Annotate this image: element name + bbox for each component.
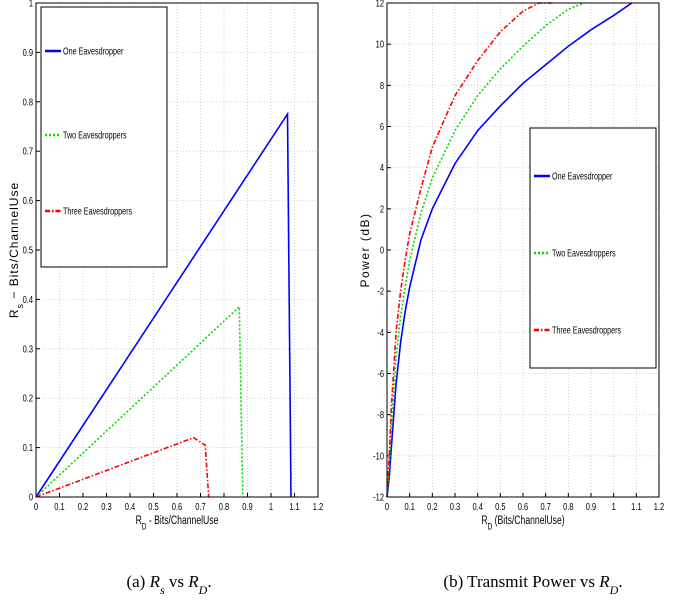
x-tick-label: 1.1 xyxy=(289,501,299,512)
y-tick-label: 1 xyxy=(29,0,33,9)
x-tick-label: 0.2 xyxy=(78,501,88,512)
x-tick-label: 0.1 xyxy=(404,501,414,512)
legend-box xyxy=(40,6,168,268)
series-line-two-eavesdroppers xyxy=(35,304,244,498)
chart-power-vs-rd: 0 0.1 0.2 0.3 0.4 0.5 0.6 0.7 0.8 0.9 1 1.1 1.2 -12 -1… xyxy=(358,0,664,597)
series-line-three-eavesdroppers xyxy=(386,2,553,498)
legend-box xyxy=(529,127,657,369)
legend-label: One Eavesdropper xyxy=(63,45,123,56)
y-tick-label: 0.6 xyxy=(23,195,33,206)
x-tick-label: 0.5 xyxy=(148,501,158,512)
x-tick-label: 1 xyxy=(612,501,616,512)
legend-label: Two Eavesdroppers xyxy=(63,129,127,140)
x-axis-label: RD - Bits/ChannelUse xyxy=(136,515,219,532)
y-tick-label: 8 xyxy=(380,80,384,91)
x-tick-label: 1.2 xyxy=(654,501,664,512)
plot-frame xyxy=(35,2,319,498)
y-tick-label: -4 xyxy=(377,327,384,338)
x-tick-label: 0 xyxy=(34,501,38,512)
y-tick-label: 6 xyxy=(380,121,384,132)
legend-label: One Eavesdropper xyxy=(552,170,612,181)
x-tick-label: 0.1 xyxy=(54,501,64,512)
y-tick-label: 10 xyxy=(376,39,384,50)
y-tick-label: 4 xyxy=(380,162,384,173)
legend-label: Three Eavesdroppers xyxy=(63,205,133,216)
x-tick-label: 0 xyxy=(385,501,389,512)
series-line-three-eavesdroppers xyxy=(35,436,210,498)
y-tick-label: 0.9 xyxy=(23,47,33,58)
y-tick-label: -2 xyxy=(377,286,384,297)
x-tick-label: 0.2 xyxy=(427,501,437,512)
y-tick-label: 0.2 xyxy=(23,393,33,404)
x-tick-label: 0.7 xyxy=(195,501,205,512)
x-tick-label: 0.5 xyxy=(495,501,505,512)
y-tick-label: 0.5 xyxy=(23,244,33,255)
figure-caption: (b) Transmit Power vs RD. xyxy=(443,572,622,597)
y-tick-label: 0 xyxy=(29,491,33,502)
y-tick-label: 2 xyxy=(380,203,384,214)
x-axis-label: RD (Bits/ChannelUse) xyxy=(481,515,564,532)
x-tick-label: 0.8 xyxy=(563,501,573,512)
x-tick-label: 0.7 xyxy=(540,501,550,512)
y-tick-label: 0 xyxy=(380,244,384,255)
y-tick-label: -10 xyxy=(373,450,384,461)
plot-frame xyxy=(386,2,660,498)
y-tick-label: 0.8 xyxy=(23,96,33,107)
series-line-one-eavesdropper xyxy=(386,2,633,498)
y-tick-label: 0.3 xyxy=(23,343,33,354)
x-tick-label: 0.4 xyxy=(472,501,482,512)
y-tick-label: 0.7 xyxy=(23,146,33,157)
x-tick-label: 0.9 xyxy=(242,501,252,512)
legend-label: Three Eavesdroppers xyxy=(552,324,622,335)
y-tick-label: -8 xyxy=(377,409,384,420)
y-tick-label: 12 xyxy=(376,0,384,9)
x-tick-label: 1.1 xyxy=(631,501,641,512)
x-tick-label: 0.6 xyxy=(172,501,182,512)
y-tick-label: -12 xyxy=(373,491,384,502)
figure-caption: (a) Rs vs RD. xyxy=(126,572,211,597)
legend-label: Two Eavesdroppers xyxy=(552,247,616,258)
chart-rs-vs-rd: 0 0.1 0.2 0.3 0.4 0.5 0.6 0.7 0.8 0.9 1 1.1 1.2 0 0.1 0… xyxy=(7,0,323,597)
y-tick-label: 0.4 xyxy=(23,294,33,305)
y-axis-label: Power (dB) xyxy=(358,212,372,287)
x-tick-label: 1 xyxy=(269,501,273,512)
y-axis-label: Rs − Bits/ChannelUse xyxy=(7,182,25,318)
x-tick-label: 0.4 xyxy=(125,501,135,512)
x-tick-label: 0.3 xyxy=(450,501,460,512)
x-tick-label: 0.9 xyxy=(586,501,596,512)
x-tick-label: 0.3 xyxy=(101,501,111,512)
x-tick-label: 0.8 xyxy=(219,501,229,512)
x-tick-label: 0.6 xyxy=(518,501,528,512)
series-line-one-eavesdropper xyxy=(35,111,292,498)
y-tick-label: 0.1 xyxy=(23,442,33,453)
y-tick-label: -6 xyxy=(377,368,384,379)
series-line-two-eavesdroppers xyxy=(386,2,585,498)
x-tick-label: 1.2 xyxy=(313,501,323,512)
